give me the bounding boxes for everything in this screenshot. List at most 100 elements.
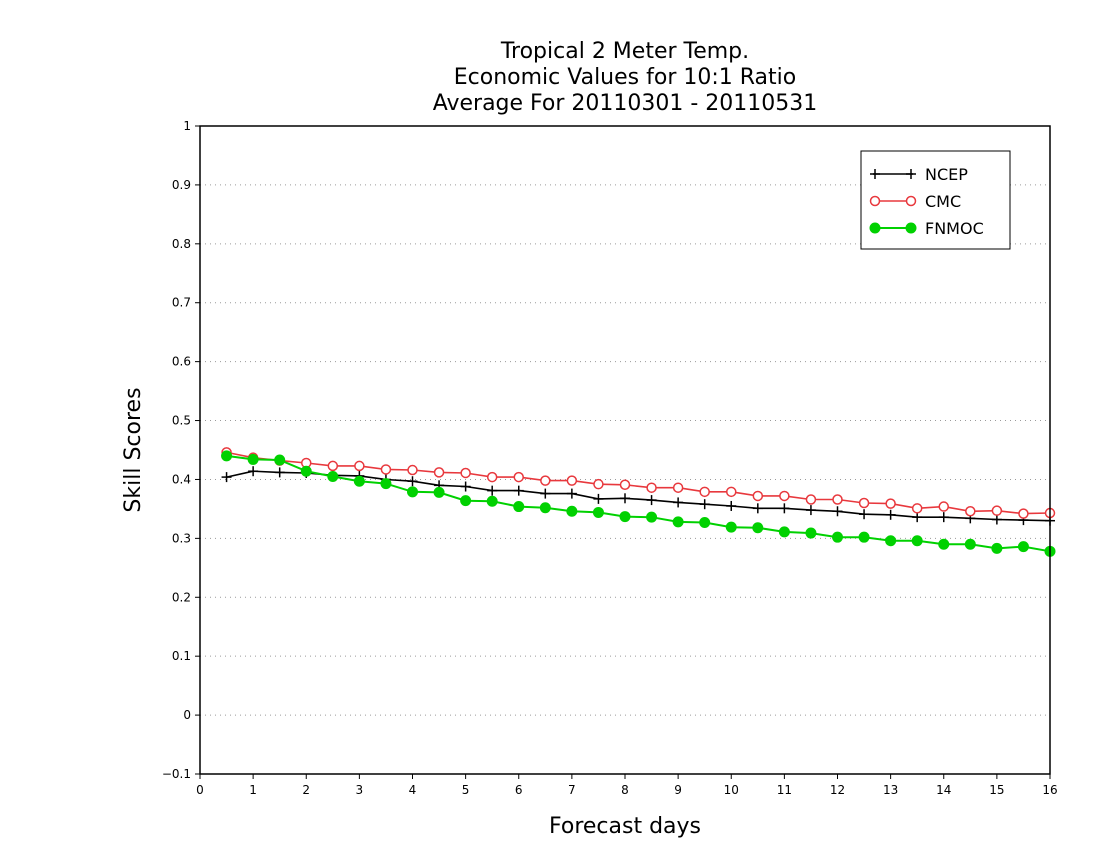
point-ncep xyxy=(646,495,657,506)
point-fnmoc xyxy=(274,454,286,466)
point-fnmoc xyxy=(513,501,525,513)
x-tick-label: 3 xyxy=(356,783,364,797)
point-fnmoc xyxy=(832,531,843,543)
point-ncep xyxy=(885,509,896,520)
point-ncep xyxy=(487,485,498,496)
point-cmc xyxy=(779,490,790,502)
y-axis-label: Skill Scores xyxy=(121,387,146,512)
grid xyxy=(200,184,1050,716)
point-fnmoc xyxy=(646,511,658,523)
point-fnmoc xyxy=(460,495,472,507)
legend-item-cmc: CMC xyxy=(869,192,961,211)
x-tick-label: 13 xyxy=(883,783,898,797)
point-fnmoc xyxy=(964,538,976,550)
point-cmc xyxy=(911,503,923,514)
point-ncep xyxy=(566,488,577,499)
point-fnmoc xyxy=(327,471,339,483)
legend-label-cmc: CMC xyxy=(925,192,961,211)
ticks: −0.100.10.20.30.40.50.60.70.80.910 1 2 3 4 5 6… xyxy=(162,119,1058,797)
x-tick-label: 2 xyxy=(302,783,310,797)
y-tick-label: 0.4 xyxy=(172,472,191,486)
legend-item-ncep: NCEP xyxy=(870,165,968,184)
series-fnmoc xyxy=(221,450,1056,557)
point-cmc xyxy=(965,506,976,517)
x-tick-label: 0 xyxy=(196,783,204,797)
x-tick-label: 12 xyxy=(830,783,845,797)
point-fnmoc xyxy=(247,453,259,465)
legend: NCEP CMC FNMOC xyxy=(860,150,1011,250)
y-tick-label: 0.2 xyxy=(172,590,191,604)
point-cmc xyxy=(672,482,684,493)
point-ncep xyxy=(805,505,816,516)
x-tick-label: 11 xyxy=(777,783,792,797)
x-tick-label: 9 xyxy=(674,783,682,797)
point-cmc xyxy=(354,460,365,472)
point-ncep xyxy=(832,506,843,517)
y-tick-label: −0.1 xyxy=(162,767,191,781)
point-ncep xyxy=(513,485,524,496)
chart-subtitle-line-1: Economic Values for 10:1 Ratio xyxy=(454,65,796,90)
point-cmc xyxy=(327,460,339,472)
legend-box xyxy=(860,150,1011,250)
point-fnmoc xyxy=(699,516,711,528)
x-tick-label: 5 xyxy=(462,783,470,797)
point-fnmoc xyxy=(938,538,950,550)
x-tick-label: 10 xyxy=(724,783,739,797)
point-cmc xyxy=(380,464,392,475)
point-cmc xyxy=(646,482,657,493)
y-tick-label: 0.6 xyxy=(172,355,191,369)
legend-item-fnmoc: FNMOC xyxy=(869,219,984,238)
x-axis-label: Forecast days xyxy=(549,814,701,839)
point-cmc xyxy=(832,494,843,505)
y-tick-label: 0 xyxy=(183,708,191,722)
x-tick-label: 14 xyxy=(936,783,951,797)
x-tick-label: 6 xyxy=(515,783,523,797)
point-ncep xyxy=(699,499,710,510)
y-tick-label: 0.9 xyxy=(172,178,191,192)
series-layer xyxy=(221,447,1056,557)
point-cmc xyxy=(593,478,604,490)
chart-subtitle-line-2: Average For 20110301 - 20110531 xyxy=(433,91,818,116)
point-cmc xyxy=(1018,508,1029,519)
point-ncep xyxy=(779,503,790,514)
point-fnmoc xyxy=(433,486,445,498)
point-cmc xyxy=(805,494,817,505)
point-cmc xyxy=(433,467,445,478)
x-tick-label: 8 xyxy=(621,783,629,797)
legend-label-fnmoc: FNMOC xyxy=(925,219,984,238)
point-fnmoc xyxy=(752,522,764,534)
x-tick-label: 4 xyxy=(409,783,417,797)
point-fnmoc xyxy=(805,527,817,539)
point-ncep xyxy=(274,467,285,478)
chart-title: Tropical 2 Meter Temp. xyxy=(500,39,749,64)
point-cmc xyxy=(699,486,710,498)
x-tick-label: 15 xyxy=(989,783,1004,797)
point-cmc xyxy=(540,475,551,486)
point-fnmoc xyxy=(991,542,1003,554)
point-cmc xyxy=(460,467,471,479)
y-tick-label: 0.5 xyxy=(172,414,191,428)
y-tick-label: 0.7 xyxy=(172,296,191,310)
point-ncep xyxy=(540,488,551,499)
y-tick-label: 0.1 xyxy=(172,649,191,663)
point-fnmoc xyxy=(407,486,418,498)
point-fnmoc xyxy=(221,450,233,462)
point-fnmoc xyxy=(725,521,737,533)
point-ncep xyxy=(620,493,630,504)
legend-marker xyxy=(869,222,881,234)
point-fnmoc xyxy=(300,465,312,477)
point-cmc xyxy=(858,497,870,509)
point-ncep xyxy=(752,503,763,514)
legend-marker xyxy=(905,222,917,234)
point-fnmoc xyxy=(539,502,551,514)
y-tick-label: 1 xyxy=(183,119,191,133)
point-fnmoc xyxy=(353,475,365,487)
point-cmc xyxy=(726,486,737,498)
point-ncep xyxy=(593,493,604,504)
point-fnmoc xyxy=(619,511,631,523)
point-cmc xyxy=(885,498,896,509)
point-cmc xyxy=(566,475,578,486)
x-tick-label: 7 xyxy=(568,783,576,797)
point-fnmoc xyxy=(911,535,923,547)
point-cmc xyxy=(407,464,418,476)
